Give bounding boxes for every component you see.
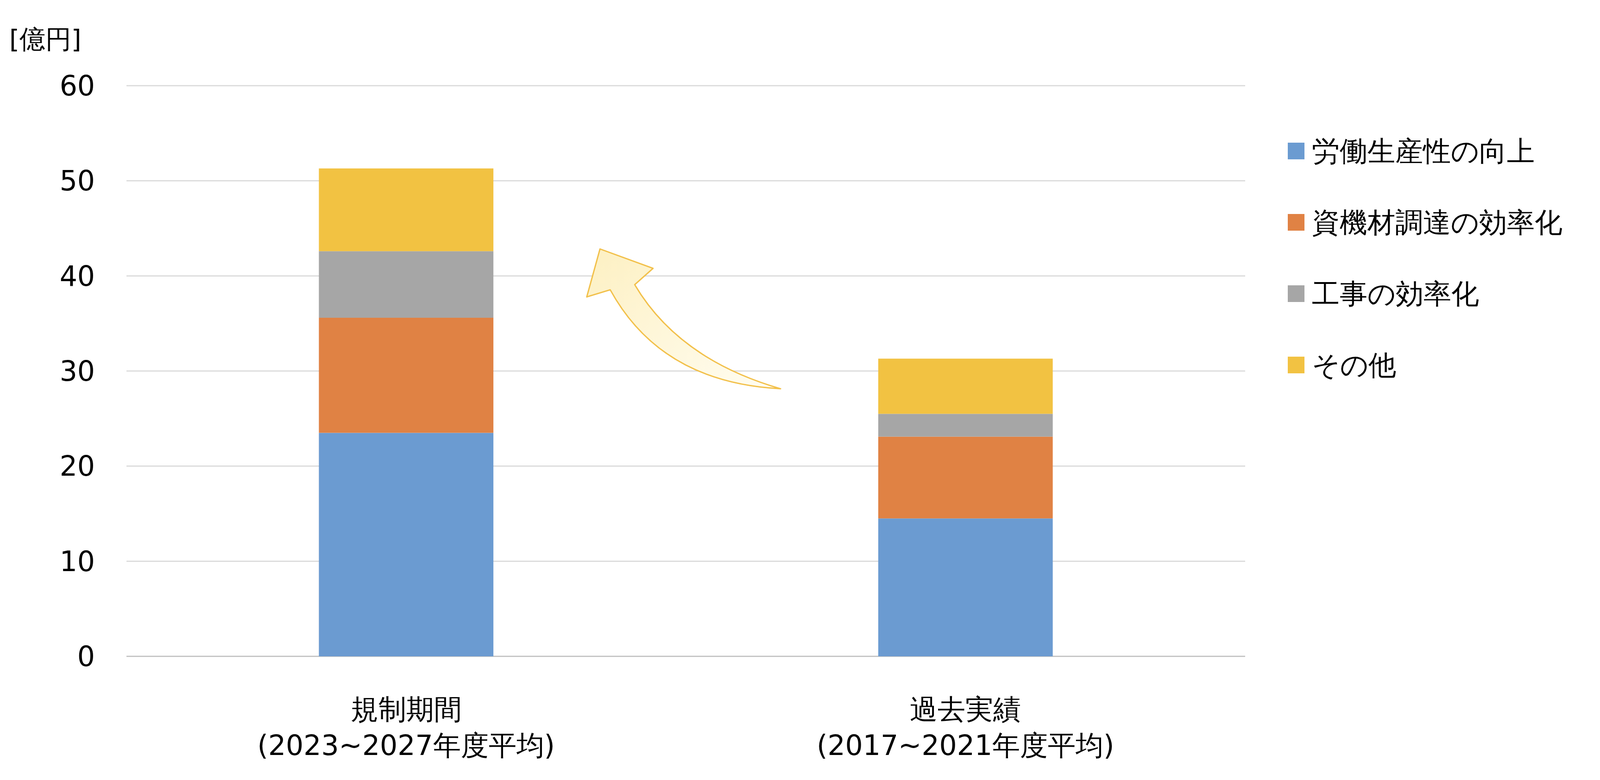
bar-segment (878, 436, 1053, 519)
legend-swatch (1287, 356, 1305, 374)
arrow-shape (586, 248, 782, 389)
chart: [億円] 0 10 20 30 40 50 60 規制期間(2023~2027年度平均) 過去実績… (0, 0, 1600, 780)
legend-swatch (1287, 142, 1305, 160)
grid-line (126, 655, 1246, 658)
grid-line (126, 85, 1246, 87)
grid-line (126, 560, 1246, 562)
grid-line (126, 275, 1246, 277)
bar-segment (318, 168, 494, 252)
tick-label: 10 (59, 545, 95, 578)
grid-line (126, 370, 1246, 372)
legend-label: 工事の効率化 (1311, 277, 1480, 310)
bar-segment (318, 432, 494, 657)
tick-label: 60 (59, 69, 95, 102)
legend-label: 労働生産性の向上 (1311, 134, 1535, 168)
legend-label: 資機材調達の効率化 (1311, 206, 1563, 239)
legend-swatch (1287, 285, 1305, 303)
bar-segment (878, 518, 1053, 657)
arrow (586, 248, 782, 389)
category-label: 過去実績(2017~2021年度平均) (816, 692, 1115, 762)
grid-line (126, 465, 1246, 467)
legend-swatch (1287, 214, 1305, 231)
category-label: 規制期間(2023~2027年度平均) (257, 692, 555, 762)
tick-label: 50 (59, 164, 95, 197)
bar-segment (318, 251, 494, 318)
bar-segment (318, 317, 494, 433)
tick-label: 0 (77, 640, 95, 673)
bar-segment (878, 358, 1053, 414)
tick-label: 20 (59, 449, 95, 483)
legend-label: その他 (1311, 348, 1397, 382)
bar-segment (878, 413, 1053, 437)
tick-label: 40 (59, 259, 95, 293)
axis-title: [億円] (9, 24, 82, 55)
tick-label: 30 (59, 354, 95, 388)
grid-line (126, 180, 1246, 182)
bars (318, 168, 1053, 657)
